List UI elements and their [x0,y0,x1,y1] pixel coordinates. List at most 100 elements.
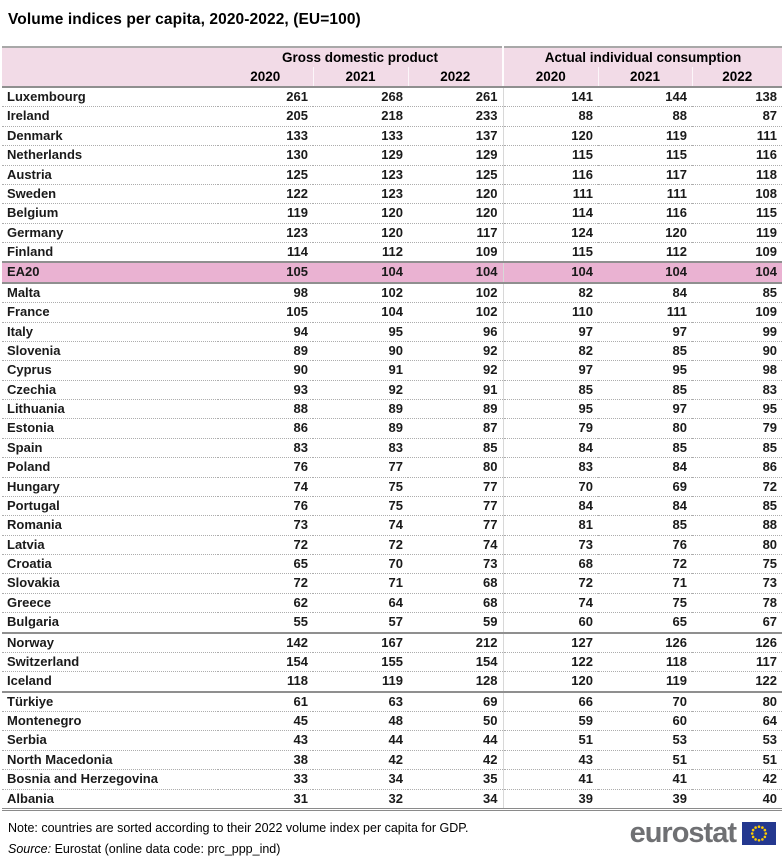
value-cell: 116 [692,145,783,166]
value-cell: 205 [218,106,313,127]
value-cell: 45 [218,711,313,732]
source-label: Source: [8,841,52,856]
value-cell: 42 [408,750,503,771]
value-cell: 68 [502,554,598,575]
year-header-row: 2020 2021 2022 2020 2021 2022 [2,67,783,88]
country-cell: Slovakia [2,573,218,594]
value-cell: 104 [598,261,692,284]
value-cell: 69 [598,477,692,497]
country-cell: Ireland [2,106,218,127]
table-row: Portugal 76 75 77 84 84 85 [2,496,783,517]
value-cell: 71 [598,573,692,594]
table-row: Denmark 133 133 137 120 119 111 [2,126,783,147]
country-cell: Denmark [2,126,218,147]
value-cell: 38 [218,750,313,771]
value-cell: 48 [313,711,408,732]
value-cell: 104 [692,261,783,284]
value-cell: 115 [598,145,692,166]
value-cell: 102 [313,282,408,304]
value-cell: 93 [218,380,313,401]
country-cell: Iceland [2,671,218,693]
value-cell: 87 [408,418,503,439]
table-row: Cyprus 90 91 92 97 95 98 [2,360,783,381]
table-row: Switzerland 154 155 154 122 118 117 [2,652,783,673]
figure-footer: Note: countries are sorted according to … [8,818,776,856]
country-cell: Hungary [2,477,218,497]
value-cell: 92 [408,341,503,362]
value-cell: 33 [218,769,313,790]
country-cell: Albania [2,789,218,811]
value-cell: 112 [313,242,408,263]
table-row: Romania 73 74 77 81 85 88 [2,515,783,536]
value-cell: 97 [502,360,598,381]
value-cell: 76 [598,535,692,556]
table-source: Source: Eurostat (online data code: prc_… [8,842,468,856]
value-cell: 111 [692,126,783,147]
value-cell: 92 [408,360,503,381]
value-cell: 109 [408,242,503,263]
value-cell: 51 [598,750,692,771]
value-cell: 72 [502,573,598,594]
table-row: Türkiye 61 63 69 66 70 80 [2,691,783,712]
value-cell: 105 [218,302,313,323]
table-row: Hungary 74 75 77 70 69 72 [2,477,783,497]
value-cell: 117 [408,223,503,244]
table-row: Serbia 43 44 44 51 53 53 [2,730,783,751]
eurostat-logo: eurostat [630,818,776,848]
value-cell: 94 [218,322,313,342]
year-header: 2020 [502,67,598,88]
value-cell: 129 [313,145,408,166]
table-row: Croatia 65 70 73 68 72 75 [2,554,783,575]
value-cell: 51 [502,730,598,751]
figure-title: Volume indices per capita, 2020-2022, (E… [8,11,361,28]
year-header: 2022 [407,67,503,88]
value-cell: 129 [408,145,503,166]
value-cell: 104 [313,302,408,323]
value-cell: 133 [313,126,408,147]
value-cell: 39 [502,789,598,811]
value-cell: 109 [692,242,783,263]
value-cell: 85 [692,438,783,459]
value-cell: 72 [218,535,313,556]
table-row: Germany 123 120 117 124 120 119 [2,223,783,244]
value-cell: 88 [598,106,692,127]
table-row: Norway 142 167 212 127 126 126 [2,632,783,653]
value-cell: 102 [408,282,503,304]
value-cell: 86 [218,418,313,439]
value-cell: 89 [218,341,313,362]
table-row: France 105 104 102 110 111 109 [2,302,783,323]
value-cell: 74 [408,535,503,556]
table-row: Albania 31 32 34 39 39 40 [2,789,783,811]
value-cell: 31 [218,789,313,811]
value-cell: 70 [502,477,598,497]
value-cell: 125 [218,165,313,185]
value-cell: 128 [408,671,503,693]
value-cell: 120 [408,184,503,205]
value-cell: 88 [502,106,598,127]
table-row: EA20 105 104 104 104 104 104 [2,261,783,284]
value-cell: 130 [218,145,313,166]
country-cell: Slovenia [2,341,218,362]
value-cell: 154 [218,652,313,673]
value-cell: 95 [598,360,692,381]
group-header-row: Gross domestic product Actual individual … [2,47,783,67]
value-cell: 85 [502,380,598,401]
value-cell: 60 [598,711,692,732]
value-cell: 111 [598,302,692,323]
table-row: Belgium 119 120 120 114 116 115 [2,203,783,224]
value-cell: 141 [502,87,598,108]
value-cell: 64 [692,711,783,732]
country-cell: Greece [2,593,218,614]
value-cell: 124 [502,223,598,244]
value-cell: 78 [692,593,783,614]
value-cell: 53 [692,730,783,751]
country-cell: Austria [2,165,218,185]
value-cell: 122 [218,184,313,205]
table-note: Note: countries are sorted according to … [8,820,469,835]
country-cell: Malta [2,282,218,304]
value-cell: 123 [218,223,313,244]
value-cell: 63 [313,691,408,712]
value-cell: 120 [598,223,692,244]
value-cell: 65 [598,612,692,634]
value-cell: 126 [598,632,692,653]
